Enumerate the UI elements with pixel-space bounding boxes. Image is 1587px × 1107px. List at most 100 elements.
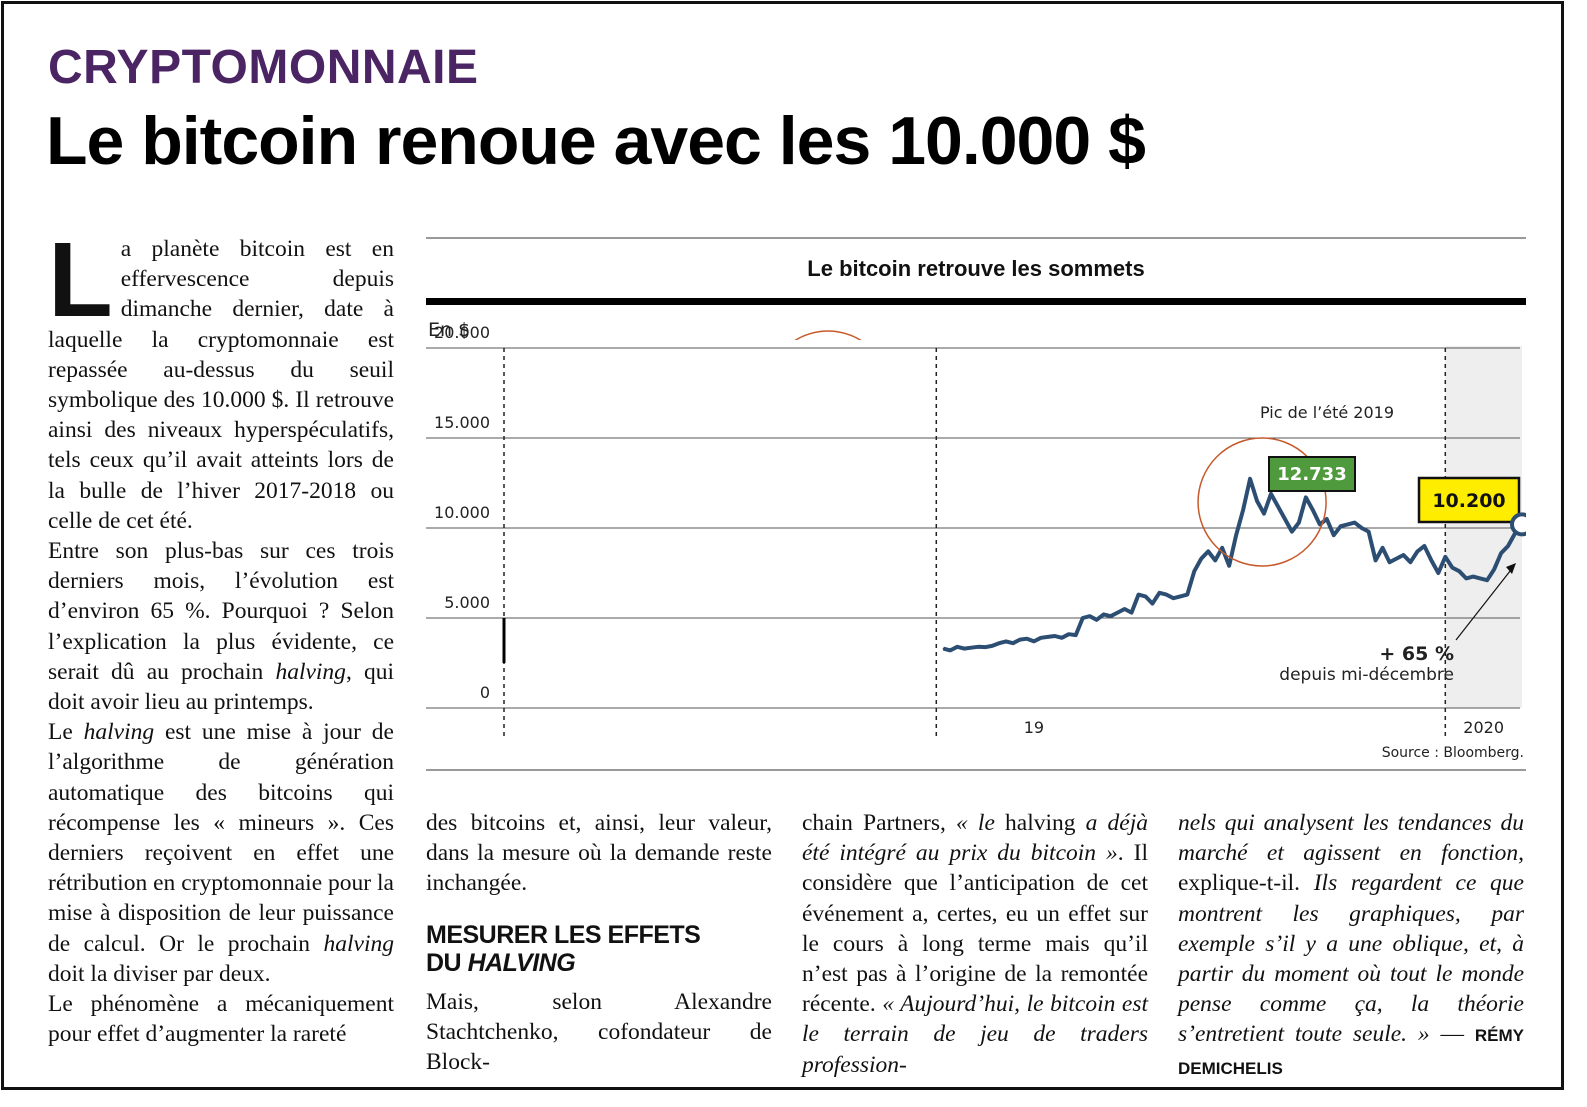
article-headline: Le bitcoin renoue avec les 10.000 $ <box>46 103 1146 179</box>
data-point <box>1249 478 1251 480</box>
y-tick-label: 20.000 <box>434 323 490 342</box>
chart-canvas: En $ 0 5.000 10.000 15.000 20.000 19 2020 Source… <box>426 237 1526 771</box>
data-point <box>1486 579 1488 581</box>
x-tick-label: 2020 <box>1463 718 1504 737</box>
data-point <box>1207 550 1209 552</box>
data-point <box>1116 612 1119 614</box>
data-point <box>998 642 1000 644</box>
data-point <box>1423 545 1425 547</box>
section-subhead: MESURER LES EFFETS DU HALVING <box>426 920 701 977</box>
data-point <box>1200 558 1202 560</box>
data-point <box>1430 559 1432 561</box>
article-column-4: nels qui analysent les tendances du marc… <box>1178 808 1524 1084</box>
data-point <box>1465 577 1467 579</box>
data-point <box>1472 576 1474 578</box>
data-point <box>1340 525 1342 527</box>
y-tick-label: 10.000 <box>434 503 490 522</box>
data-point <box>1130 612 1133 614</box>
data-point <box>1409 561 1412 563</box>
last-value-box <box>1417 476 1521 524</box>
paragraph-6: Mais, selon Alexandre Stachtchenko, cofo… <box>426 988 772 1076</box>
data-point <box>1123 608 1126 610</box>
last-value: 10.200 <box>1432 490 1505 512</box>
paragraph-5: des bitcoins et, ainsi, leur valeur, dan… <box>426 810 772 897</box>
bitcoin-chart: En $ 0 5.000 10.000 15.000 20.000 19 2020 Source… <box>426 236 1526 776</box>
data-point <box>1110 615 1112 617</box>
data-point <box>1319 523 1321 525</box>
data-point <box>1479 577 1481 579</box>
data-point <box>1054 635 1056 637</box>
data-point <box>970 647 972 649</box>
data-point <box>1012 642 1014 644</box>
data-point <box>956 646 958 648</box>
data-point <box>1186 594 1188 596</box>
paragraph-4: Le phénomène a mécaniquement pour effet … <box>48 991 394 1048</box>
data-point <box>1381 547 1384 549</box>
data-point <box>1172 597 1174 599</box>
chart-title: Le bitcoin retrouve les sommets <box>807 256 1145 281</box>
data-point <box>1096 619 1098 621</box>
article-kicker: CRYPTOMONNAIE <box>48 41 479 94</box>
change-arrow-head <box>1506 563 1516 574</box>
data-point <box>1214 559 1216 561</box>
paragraph-3: Le halving est une mise à jour de l’algo… <box>48 719 394 987</box>
data-point <box>1388 561 1391 563</box>
data-point <box>1082 617 1084 619</box>
last-value-marker <box>1510 512 1526 537</box>
change-value: + 65 % <box>1379 643 1454 665</box>
data-point <box>1312 509 1314 511</box>
data-point <box>963 648 965 650</box>
data-point <box>1507 545 1509 547</box>
data-point <box>1263 513 1265 515</box>
article-column-3: chain Partners, « le halving a déjà été … <box>802 808 1148 1080</box>
data-point <box>1165 594 1167 596</box>
change-arrow <box>1455 565 1515 641</box>
data-point <box>1179 595 1181 597</box>
data-point <box>1228 565 1230 567</box>
data-point <box>1361 527 1363 529</box>
data-point <box>1193 570 1195 572</box>
data-point <box>1500 552 1502 554</box>
paragraph-7: chain Partners, « le halving a déjà été … <box>802 810 1149 1078</box>
peak-value-box <box>1268 456 1356 492</box>
data-point <box>1047 636 1049 638</box>
data-point <box>991 645 993 647</box>
chart-source: Source : Bloomberg. <box>1382 745 1524 761</box>
data-point <box>1256 500 1258 502</box>
data-point <box>1158 592 1161 594</box>
data-point <box>1151 603 1154 605</box>
data-point <box>1061 637 1063 639</box>
data-point <box>1451 567 1453 569</box>
data-point <box>1075 634 1077 636</box>
y-tick-label: 0 <box>480 683 490 702</box>
drop-cap: L <box>48 221 113 339</box>
series-line <box>942 476 1524 653</box>
paragraph-2: Entre son plus-bas sur ces trois dernier… <box>48 538 395 716</box>
data-point <box>1291 531 1293 533</box>
data-point <box>1277 505 1279 507</box>
data-point <box>1458 570 1460 572</box>
data-point <box>1298 522 1300 524</box>
data-point <box>1270 493 1272 495</box>
y-tick-label: 5.000 <box>444 593 490 612</box>
change-note: depuis mi-décembre <box>1279 665 1454 685</box>
data-point <box>1493 568 1495 570</box>
data-point <box>1395 558 1398 560</box>
data-point <box>1103 613 1105 615</box>
data-point <box>1368 531 1370 533</box>
peak-note: Pic de l’été 2019 <box>1260 403 1394 422</box>
data-point <box>984 646 986 648</box>
data-point <box>1402 554 1405 556</box>
data-point <box>1416 550 1419 552</box>
data-point <box>1221 547 1223 549</box>
data-point <box>942 648 944 650</box>
data-point <box>1242 509 1244 511</box>
peak-highlight-circle <box>1197 437 1327 567</box>
data-point <box>1235 534 1237 536</box>
data-point <box>977 646 979 648</box>
data-point <box>1137 594 1140 596</box>
data-point <box>1005 640 1007 642</box>
byline: RÉMY DEMICHELIS <box>1178 1026 1524 1078</box>
